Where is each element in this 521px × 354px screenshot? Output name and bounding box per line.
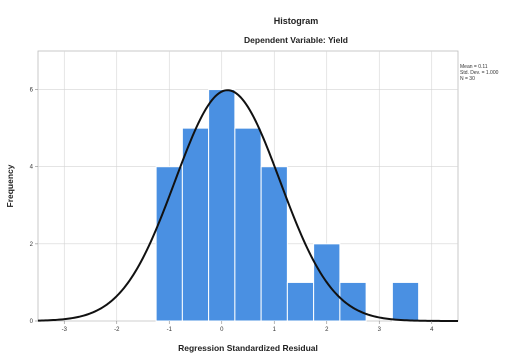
y-tick-label: 2: [30, 242, 34, 248]
histogram-bars: [155, 89, 420, 322]
normal-curve-layer: [37, 89, 458, 322]
normal-curve: [37, 89, 458, 322]
x-tick-label: -3: [62, 327, 68, 333]
x-tick-label: -2: [114, 327, 120, 333]
axis-ticks: -3 -2 -1 0 1 2 3 4 0 2 4 6: [30, 88, 434, 333]
histogram-bar: [181, 127, 210, 322]
stats-std-dev: Std. Dev. = 1.000: [460, 70, 499, 76]
x-tick-label: 1: [273, 327, 277, 333]
x-tick-label: 3: [378, 327, 382, 333]
x-tick-label: 0: [220, 327, 224, 333]
histogram-bar: [155, 166, 183, 322]
y-tick-label: 4: [30, 165, 34, 171]
y-axis-label: Frequency: [5, 164, 15, 207]
y-tick-label: 0: [30, 319, 34, 325]
x-axis-label: Regression Standardized Residual: [178, 343, 318, 353]
stats-box: Mean = 0.11 Std. Dev. = 1.000 N = 30: [460, 64, 499, 82]
stats-n: N = 30: [460, 76, 475, 82]
histogram-bar: [208, 89, 236, 322]
stats-mean: Mean = 0.11: [460, 64, 488, 70]
histogram-bar: [391, 281, 420, 322]
histogram-bar: [286, 281, 315, 322]
x-tick-label: -1: [167, 327, 173, 333]
histogram-bar: [234, 127, 262, 322]
x-tick-label: 4: [430, 327, 434, 333]
chart-title: Histogram: [274, 16, 319, 26]
x-tick-label: 2: [325, 327, 329, 333]
chart-subtitle: Dependent Variable: Yield: [244, 35, 348, 45]
y-tick-label: 6: [30, 88, 34, 94]
